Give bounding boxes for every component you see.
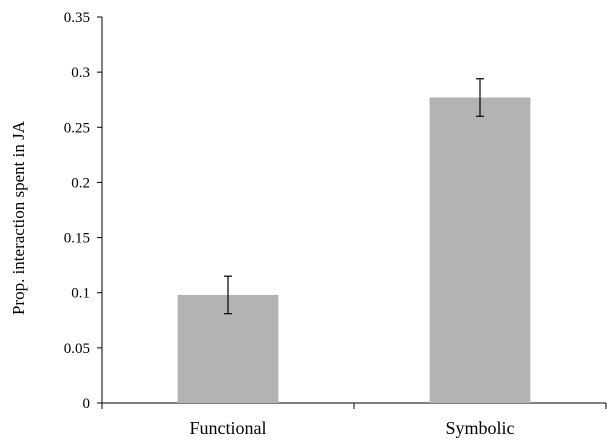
y-tick-label: 0.15 [64,231,90,247]
y-tick-label: 0.25 [64,120,90,136]
y-tick-label: 0.3 [71,65,90,81]
x-axis: Functional Symbolic [101,402,607,438]
x-category-label: Symbolic [445,418,514,438]
y-tick-label: 0.2 [71,175,90,191]
bars [177,78,531,403]
y-tick-label: 0 [83,396,91,412]
y-tick-label: 0.05 [64,341,90,357]
y-tick-label: 0.1 [71,286,90,302]
y-tick-label: 0.35 [64,10,90,26]
y-axis-label: Prop. interaction spent in JA [9,120,28,315]
bar-symbolic [429,97,531,403]
y-axis: 0 0.05 0.1 0.15 0.2 0.25 0.3 0.35 [64,10,103,412]
x-category-label: Functional [190,418,267,438]
